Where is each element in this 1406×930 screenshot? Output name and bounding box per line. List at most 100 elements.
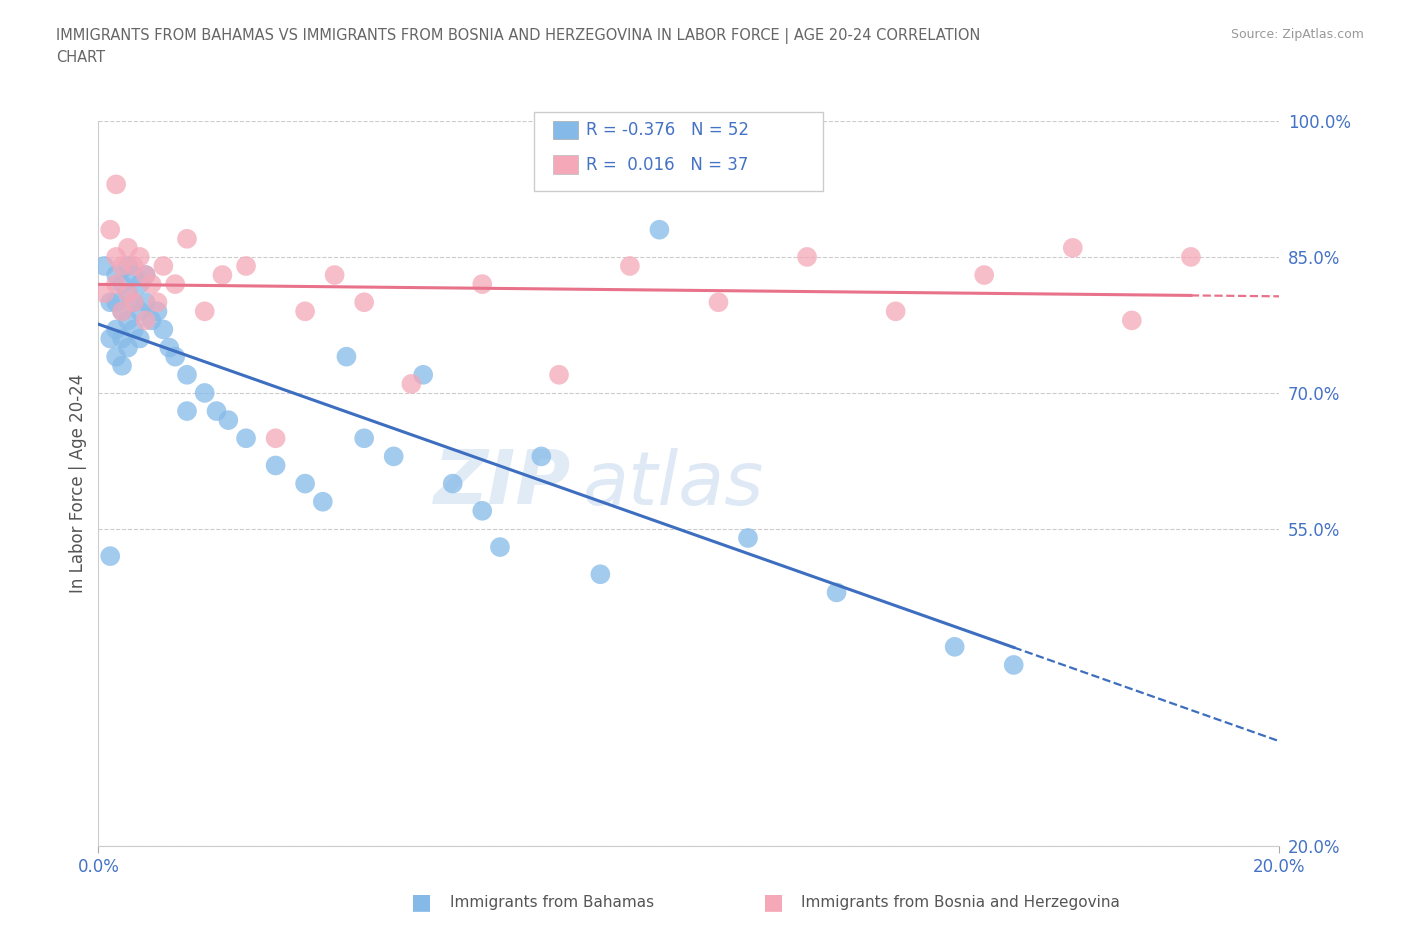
Point (165, 350, 187, 365)
Point (335, 350, 357, 365)
Point (589, 567, 612, 582)
Point (353, 431, 375, 445)
Point (382, 449, 405, 464)
Point (157, 340, 180, 355)
Point (471, 277, 494, 292)
Point (489, 539, 512, 554)
Point (1062, 241, 1084, 256)
Point (530, 449, 553, 464)
Point (194, 386, 217, 401)
Point (152, 322, 174, 337)
Text: Immigrants from Bosnia and Herzegovina: Immigrants from Bosnia and Herzegovina (801, 895, 1121, 910)
Point (943, 640, 966, 655)
Point (211, 268, 233, 283)
Point (825, 585, 848, 600)
Point (796, 249, 818, 264)
Point (93, 286, 115, 300)
Point (135, 268, 157, 283)
Point (128, 331, 150, 346)
Point (648, 222, 671, 237)
Point (98, 549, 121, 564)
Point (1121, 312, 1143, 328)
Point (884, 304, 907, 319)
Point (105, 322, 128, 337)
Point (471, 503, 494, 518)
Point (111, 304, 134, 319)
Point (122, 268, 145, 283)
Text: R = -0.376   N = 52: R = -0.376 N = 52 (586, 121, 749, 140)
Point (235, 431, 257, 445)
Point (205, 404, 228, 418)
Point (294, 476, 316, 491)
Text: atlas: atlas (582, 447, 763, 520)
Point (128, 249, 150, 264)
Point (105, 295, 128, 310)
Point (141, 312, 163, 328)
Point (323, 268, 346, 283)
Point (294, 304, 316, 319)
Point (105, 268, 128, 283)
Text: Immigrants from Bahamas: Immigrants from Bahamas (450, 895, 654, 910)
Point (141, 277, 163, 292)
Point (105, 249, 128, 264)
Point (135, 312, 157, 328)
Point (619, 259, 641, 273)
Point (707, 295, 730, 310)
Point (105, 350, 128, 365)
Point (235, 259, 257, 273)
Point (353, 295, 375, 310)
Point (122, 295, 145, 310)
Point (548, 367, 571, 382)
Point (194, 304, 217, 319)
Point (264, 458, 287, 472)
Point (217, 413, 239, 428)
Point (128, 277, 150, 292)
Point (264, 431, 287, 445)
Text: ■: ■ (412, 892, 432, 912)
Point (176, 367, 198, 382)
Point (117, 286, 139, 300)
Point (1002, 658, 1025, 672)
Point (111, 259, 134, 273)
Text: ZIP: ZIP (433, 447, 571, 520)
Point (412, 367, 434, 382)
Point (111, 358, 134, 373)
Point (146, 295, 169, 310)
Point (128, 304, 150, 319)
Point (737, 530, 759, 545)
Point (441, 476, 464, 491)
Point (117, 312, 139, 328)
Point (135, 268, 157, 283)
Point (117, 286, 139, 300)
Point (105, 177, 128, 192)
Text: Source: ZipAtlas.com: Source: ZipAtlas.com (1230, 28, 1364, 41)
Point (973, 268, 995, 283)
Text: R =  0.016   N = 37: R = 0.016 N = 37 (586, 155, 748, 174)
Text: ■: ■ (763, 892, 783, 912)
Point (98, 331, 121, 346)
Point (135, 295, 157, 310)
Point (176, 232, 198, 246)
Point (165, 277, 187, 292)
Point (122, 322, 145, 337)
Point (111, 331, 134, 346)
Y-axis label: In Labor Force | Age 20-24: In Labor Force | Age 20-24 (69, 374, 87, 593)
Point (111, 304, 134, 319)
Point (401, 377, 423, 392)
Point (146, 304, 169, 319)
Point (176, 404, 198, 418)
Point (98, 222, 121, 237)
Point (98, 295, 121, 310)
Point (93, 259, 115, 273)
Point (122, 295, 145, 310)
Text: IMMIGRANTS FROM BAHAMAS VS IMMIGRANTS FROM BOSNIA AND HERZEGOVINA IN LABOR FORCE: IMMIGRANTS FROM BAHAMAS VS IMMIGRANTS FR… (56, 28, 980, 65)
Point (152, 259, 174, 273)
Point (111, 277, 134, 292)
Point (122, 259, 145, 273)
Point (117, 259, 139, 273)
Point (105, 277, 128, 292)
Point (1180, 249, 1202, 264)
Point (312, 495, 335, 510)
Point (117, 241, 139, 256)
Point (117, 340, 139, 355)
